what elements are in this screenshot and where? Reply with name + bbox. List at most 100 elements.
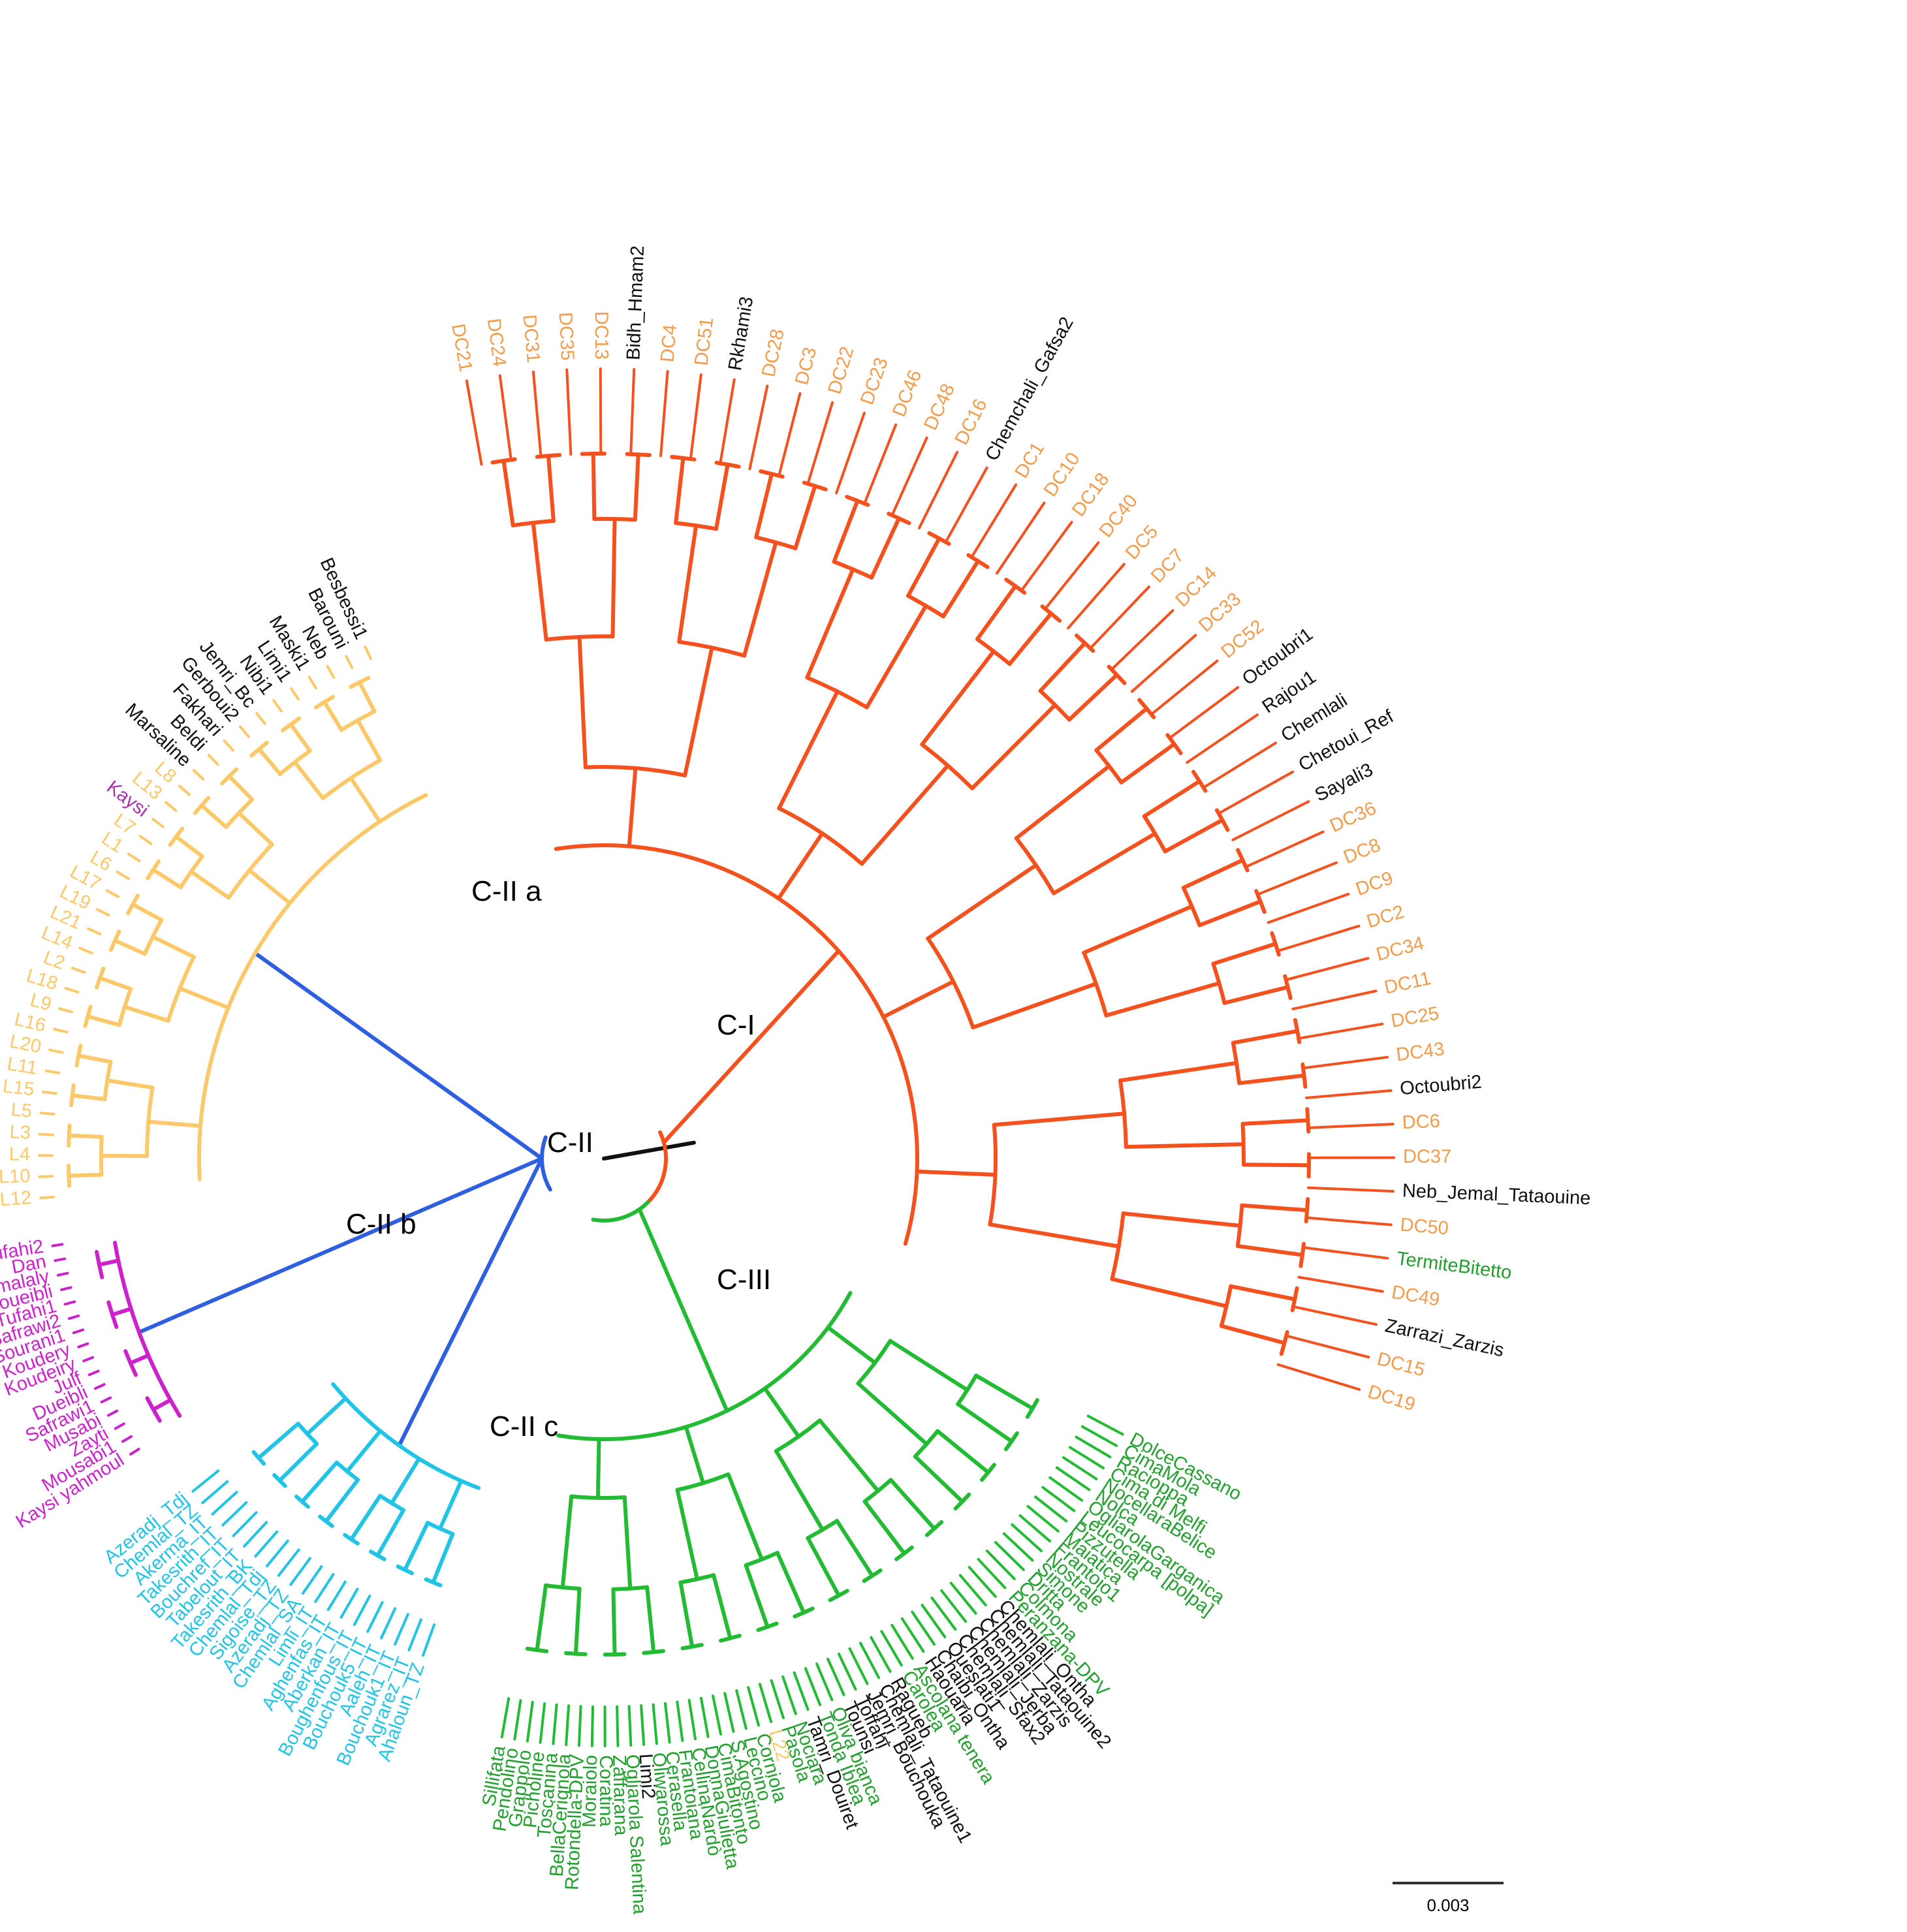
c1-tip — [917, 450, 959, 529]
c2a-tip — [192, 769, 205, 781]
leaf-label: DC9 — [1353, 867, 1396, 900]
c1-tip — [995, 501, 1046, 575]
c2a-tip — [38, 1175, 54, 1178]
c2a-stem — [98, 976, 133, 991]
c3-tip — [663, 1702, 671, 1744]
c1-tip — [778, 392, 802, 477]
c1-stem — [992, 1112, 1127, 1127]
c2a-stem — [322, 700, 344, 732]
c2c-stem — [389, 1456, 421, 1505]
c1-stem — [1142, 779, 1202, 818]
c2a-tip — [272, 699, 283, 713]
c2b-tip — [82, 1356, 95, 1363]
c3-tip — [985, 1550, 1016, 1580]
c2a-base-arc — [197, 793, 428, 1181]
c1-tip — [498, 374, 512, 461]
c1-tip — [1284, 957, 1370, 982]
c3-tip — [911, 1610, 936, 1646]
c3-tip — [815, 1662, 834, 1702]
c1-stem — [674, 456, 686, 525]
c2a-tip — [42, 1090, 57, 1095]
c1-stem — [1241, 1162, 1311, 1168]
c2b-tip — [67, 1314, 80, 1320]
c3-tip — [958, 1574, 987, 1607]
c2b-tip — [129, 1448, 140, 1456]
c1-stem — [1052, 832, 1158, 896]
c2b-tip — [56, 1271, 69, 1277]
c2a-tip — [64, 986, 80, 994]
c3-tip — [652, 1703, 658, 1745]
c2c-stem — [300, 1460, 339, 1504]
c1-tip — [1202, 741, 1277, 789]
c3-stem — [806, 1536, 841, 1598]
c3-stem — [675, 1488, 699, 1581]
c1-tip — [659, 369, 669, 458]
c1-stem — [677, 523, 699, 644]
c1-stem — [1038, 641, 1087, 693]
c1-stem — [970, 703, 1058, 790]
c3-tip — [539, 1702, 546, 1744]
c1-stem — [915, 1169, 998, 1177]
c2a-stem — [67, 1133, 104, 1139]
c2b-tip — [106, 1409, 119, 1417]
leaf-label: DC18 — [1068, 469, 1114, 521]
leaf-label: DC28 — [758, 327, 789, 379]
c3-stem — [774, 1449, 825, 1532]
leaf-label: DC22 — [824, 344, 858, 396]
c2c-tip — [191, 1469, 220, 1493]
c2a-tip — [48, 1048, 64, 1054]
leaf-label: DC6 — [1402, 1111, 1440, 1134]
clade-label-c1: C-I — [717, 1009, 755, 1041]
c1-tip — [863, 423, 898, 505]
c1-stem — [1222, 985, 1290, 1005]
c2c-stem — [257, 1422, 300, 1460]
c1-stem — [1118, 1061, 1238, 1083]
c1-tip — [806, 401, 834, 486]
c1-tip — [1267, 892, 1350, 924]
leaf-label: DC16 — [951, 396, 992, 448]
tree-branches — [38, 367, 1395, 1747]
c2c-tip — [265, 1539, 289, 1568]
leaf-label: DC7 — [1147, 545, 1188, 587]
c3-stem — [573, 1586, 582, 1656]
leaf-label: Bidh_Hmam2 — [623, 245, 648, 361]
c3-stem — [856, 1381, 929, 1446]
leaf-label: L12 — [0, 1187, 32, 1210]
c3-tip — [804, 1667, 822, 1706]
c1-stem — [1094, 706, 1149, 753]
c2a-stem — [174, 834, 204, 858]
c3-stem — [817, 1418, 880, 1493]
leaf-label: TermiteBitetto — [1395, 1248, 1513, 1283]
c1-stem — [1124, 1142, 1246, 1149]
c2b-tip — [114, 1422, 125, 1430]
c2a-stem — [292, 760, 325, 800]
c1-stem — [1240, 1118, 1310, 1126]
c3-tip — [640, 1704, 646, 1746]
c2a-tip — [223, 739, 234, 752]
c1-stem — [742, 540, 778, 658]
leaf-label: DC21 — [447, 322, 476, 374]
c3-tip — [500, 1697, 511, 1739]
c2c-tip — [254, 1530, 279, 1558]
c1-stem — [546, 454, 556, 523]
c1-tip — [719, 378, 736, 465]
leaf-label: L3 — [9, 1121, 31, 1143]
c1-stem — [633, 452, 640, 522]
c3-tip — [1086, 1414, 1124, 1436]
c1-tip — [465, 379, 483, 466]
c1-stem — [627, 766, 638, 849]
c3-tip — [712, 1694, 723, 1736]
scale-bar-value: 0.003 — [1426, 1895, 1469, 1915]
c1-stem — [1211, 942, 1278, 966]
c1-stem — [501, 458, 515, 527]
leaf-label: Rkhami3 — [725, 295, 757, 372]
c1-tip — [1067, 563, 1126, 630]
c1-tip — [531, 370, 543, 458]
c2b-tip — [51, 1243, 64, 1247]
c1-stem — [776, 831, 825, 901]
c3-tip — [687, 1698, 697, 1741]
c3-stem — [622, 1495, 633, 1591]
c2b-tip — [63, 1300, 76, 1306]
c1-tip — [1304, 1089, 1393, 1100]
c2a-tip — [207, 754, 219, 766]
